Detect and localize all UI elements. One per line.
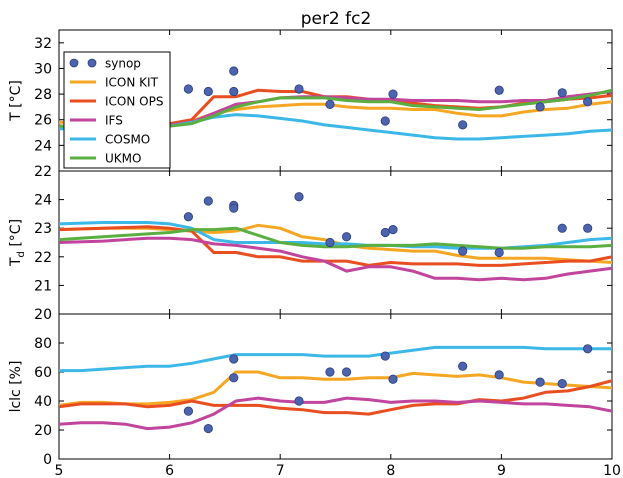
legend-item-ukmo: UKMO	[70, 152, 141, 166]
synop-point	[341, 232, 352, 242]
y-tick-label: 23	[34, 221, 52, 237]
synop-point	[388, 89, 398, 99]
synop-point	[325, 237, 335, 248]
y-tick-label: 24	[34, 193, 52, 209]
synop-point	[557, 223, 567, 233]
synop-point	[458, 246, 468, 256]
series-group	[59, 88, 612, 141]
synop-point	[535, 377, 545, 387]
y-tick-label: 28	[34, 87, 52, 103]
x-tick-label: 10	[603, 463, 621, 478]
x-tick-label: 5	[55, 463, 64, 478]
y-tick-label: 20	[34, 423, 52, 439]
y-tick-label: 60	[34, 365, 52, 381]
legend-label: UKMO	[105, 152, 141, 166]
series-line-icon-ops	[59, 379, 612, 416]
synop-point	[229, 66, 239, 76]
legend-label: ICON OPS	[105, 95, 163, 109]
legend-label: COSMO	[105, 133, 150, 147]
synop-point	[535, 102, 545, 112]
series-line-ifs	[59, 396, 612, 431]
synop-point	[183, 406, 194, 416]
series-line-cosmo	[59, 345, 612, 373]
y-axis-label: T [°C]	[8, 80, 24, 122]
y-axis-label: lclc [%]	[8, 361, 24, 413]
x-tick-label: 9	[497, 463, 506, 478]
y-tick-label: 80	[34, 336, 52, 352]
synop-point	[294, 84, 304, 94]
y-axis-label: Td [°C]	[8, 219, 27, 267]
legend-item-icon-ops: ICON OPS	[70, 95, 163, 109]
synop-point	[341, 367, 352, 377]
legend-item-synop: synop	[69, 57, 141, 71]
synop-point	[583, 97, 593, 107]
y-tick-label: 22	[34, 164, 52, 180]
series-group	[59, 345, 612, 431]
panel-frame	[58, 313, 613, 460]
synop-point	[203, 86, 213, 97]
synop-point	[183, 84, 194, 94]
synop-point	[388, 374, 398, 384]
y-tick-label: 21	[34, 278, 52, 294]
synop-point	[229, 354, 239, 364]
panel-temperature: 22 24 26 28 30 32 T [°C]	[8, 29, 613, 180]
x-tick-label: 7	[276, 463, 285, 478]
series-line-icon-kit	[59, 370, 612, 407]
synop-point	[380, 116, 390, 126]
synop-point	[183, 212, 194, 222]
synop-point	[294, 192, 304, 202]
y-tick-label: 40	[34, 394, 52, 410]
series-line-ifs	[59, 236, 612, 282]
legend-label: IFS	[105, 114, 123, 128]
legend-marker	[69, 58, 79, 68]
y-tick-label: 32	[34, 36, 52, 52]
synop-point	[458, 120, 468, 130]
synop-point	[494, 85, 504, 95]
chart-title: per2 fc2	[301, 9, 372, 29]
synop-point	[294, 396, 304, 406]
synop-point	[229, 373, 239, 383]
synop-point	[325, 367, 335, 377]
y-tick-label: 0	[43, 452, 52, 468]
synop-point	[458, 361, 468, 371]
synop-point	[583, 223, 593, 233]
synop-point	[380, 227, 390, 238]
synop-point	[494, 370, 504, 380]
panel-cloud-cover: 0 20 40 60 80 lclc [%]	[8, 313, 613, 468]
legend-box	[63, 51, 171, 169]
synop-point	[380, 351, 390, 361]
y-tick-label: 22	[34, 250, 52, 266]
legend-label: ICON KIT	[105, 76, 159, 90]
series-line-ukmo	[59, 88, 612, 129]
panel-dewpoint: 20 21 22 23 24 Td [°C]	[8, 170, 613, 323]
synop-point	[388, 225, 398, 235]
legend-item-cosmo: COSMO	[70, 133, 150, 147]
synop-point	[557, 88, 567, 98]
y-tick-label: 30	[34, 61, 52, 77]
synop-point	[203, 423, 213, 434]
y-tick-label: 26	[34, 113, 52, 129]
synop-point	[325, 99, 335, 109]
synop-point	[494, 247, 504, 258]
series-group	[59, 221, 612, 282]
synop-point	[557, 378, 567, 389]
series-line-ukmo	[59, 226, 612, 250]
synop-point	[583, 344, 593, 354]
synop-point	[229, 86, 239, 97]
x-tick-label: 8	[386, 463, 395, 478]
x-tick-label: 6	[165, 463, 174, 478]
synop-point	[203, 196, 213, 206]
y-tick-label: 20	[34, 307, 52, 323]
legend-item-ifs: IFS	[70, 114, 123, 128]
legend-item-icon-kit: ICON KIT	[70, 76, 159, 90]
y-tick-label: 24	[34, 138, 52, 154]
synop-point	[229, 203, 239, 213]
legend-marker	[87, 58, 97, 68]
legend-label: synop	[105, 57, 141, 71]
